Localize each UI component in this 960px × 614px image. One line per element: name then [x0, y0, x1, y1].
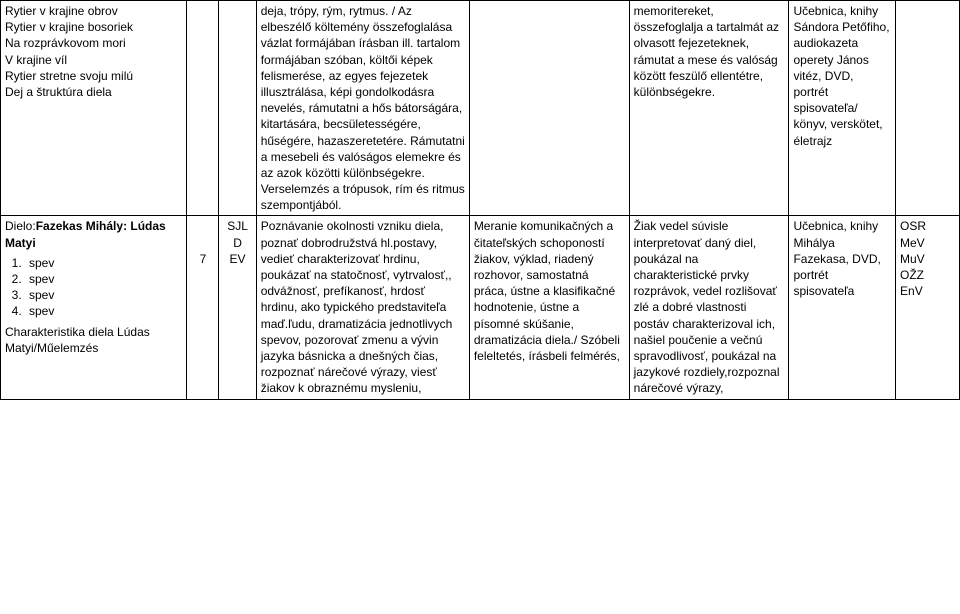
methods-cell: Meranie komunikačných a čitateľských sch… — [469, 216, 629, 399]
methods-text: Meranie komunikačných a čitateľských sch… — [474, 219, 620, 363]
crosscut-cell — [896, 1, 960, 216]
topic-tail: Charakteristika diela Lúdas Matyi/Műelem… — [5, 324, 182, 356]
list-item: spev — [25, 271, 182, 287]
outcomes-text: Žiak vedel súvisle interpretovať daný di… — [634, 219, 780, 395]
subject-text: SJLDEV — [227, 219, 248, 265]
table-row: Rytier v krajine obrovRytier v krajine b… — [1, 1, 960, 216]
hours-cell — [187, 1, 219, 216]
topic-title: Dielo:Fazekas Mihály: Lúdas Matyi — [5, 218, 182, 250]
topic-cell: Rytier v krajine obrovRytier v krajine b… — [1, 1, 187, 216]
goals-text: Poznávanie okolnosti vzniku diela, pozna… — [261, 219, 453, 395]
methods-cell — [469, 1, 629, 216]
subject-cell — [219, 1, 256, 216]
hours-text: 7 — [200, 252, 207, 266]
table-row: Dielo:Fazekas Mihály: Lúdas Matyi spev s… — [1, 216, 960, 399]
crosscut-cell: OSRMeVMuVOŽZEnV — [896, 216, 960, 399]
goals-text: deja, trópy, rým, rytmus. / Az elbeszélő… — [261, 4, 465, 212]
resources-cell: Učebnica, knihy Sándora Petőfiho, audiok… — [789, 1, 896, 216]
list-item: spev — [25, 287, 182, 303]
resources-text: Učebnica, knihy Sándora Petőfiho, audiok… — [793, 4, 889, 148]
topic-cell: Dielo:Fazekas Mihály: Lúdas Matyi spev s… — [1, 216, 187, 399]
list-item: spev — [25, 303, 182, 319]
curriculum-table: Rytier v krajine obrovRytier v krajine b… — [0, 0, 960, 400]
subject-cell: SJLDEV — [219, 216, 256, 399]
outcomes-cell: memoritereket, összefoglalja a tartalmát… — [629, 1, 789, 216]
crosscut-text: OSRMeVMuVOŽZEnV — [900, 219, 926, 298]
resources-text: Učebnica, knihy Mihálya Fazekasa, DVD, p… — [793, 219, 880, 298]
topic-prefix: Dielo: — [5, 219, 36, 233]
hours-cell: 7 — [187, 216, 219, 399]
goals-cell: deja, trópy, rým, rytmus. / Az elbeszélő… — [256, 1, 469, 216]
resources-cell: Učebnica, knihy Mihálya Fazekasa, DVD, p… — [789, 216, 896, 399]
spev-list: spev spev spev spev — [25, 255, 182, 320]
outcomes-text: memoritereket, összefoglalja a tartalmát… — [634, 4, 779, 99]
goals-cell: Poznávanie okolnosti vzniku diela, pozna… — [256, 216, 469, 399]
topic-text: Rytier v krajine obrovRytier v krajine b… — [5, 4, 133, 99]
outcomes-cell: Žiak vedel súvisle interpretovať daný di… — [629, 216, 789, 399]
list-item: spev — [25, 255, 182, 271]
